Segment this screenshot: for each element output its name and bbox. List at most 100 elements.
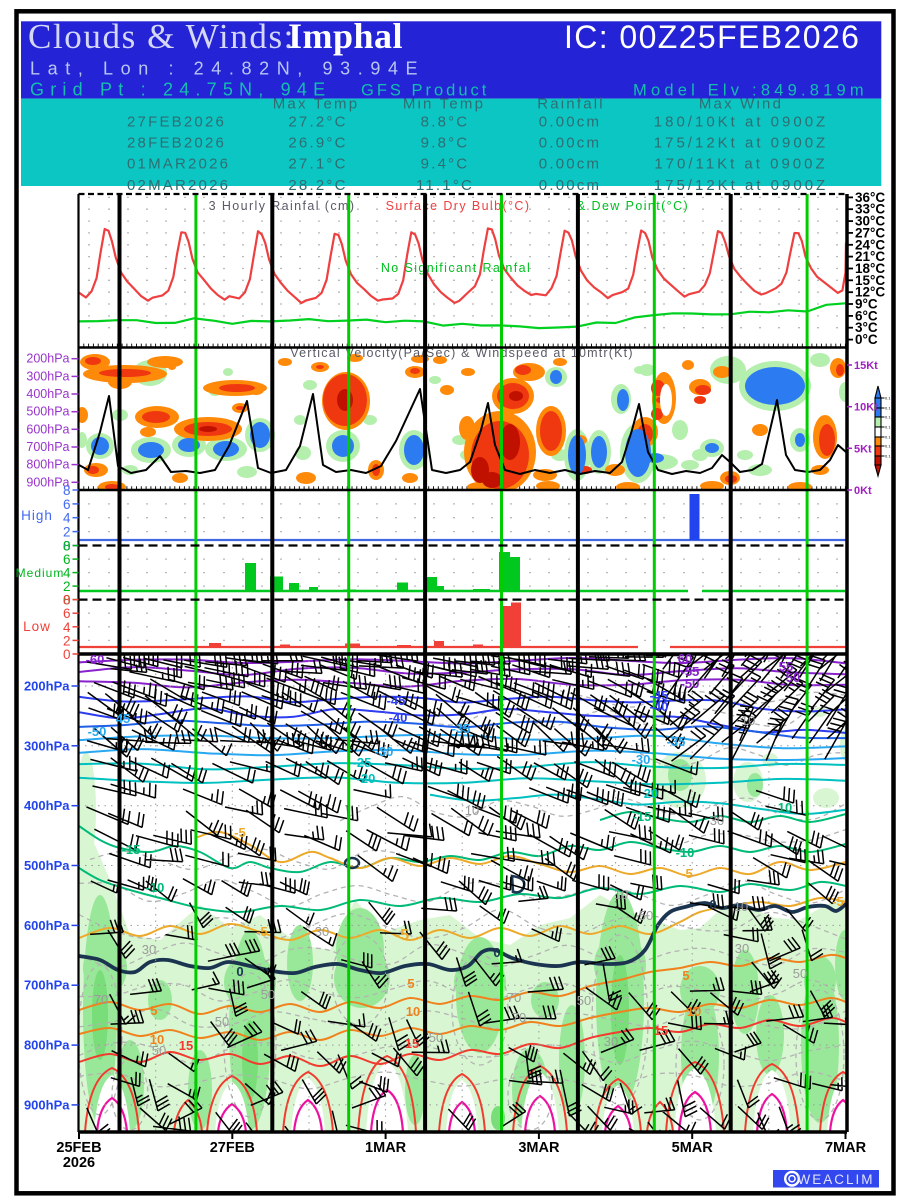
svg-text:-25: -25 [353,755,372,770]
svg-text:24°C: 24°C [855,237,885,252]
svg-text:-20: -20 [357,771,376,786]
svg-text:1MAR: 1MAR [365,1140,407,1156]
svg-text:Imphal: Imphal [288,16,403,56]
svg-text:0.1: 0.1 [885,454,891,459]
svg-text:15: 15 [405,1036,419,1051]
svg-text:175/12Kt at 0900Z: 175/12Kt at 0900Z [654,177,828,194]
svg-text:6: 6 [63,552,71,567]
svg-text:0.00cm: 0.00cm [539,156,601,173]
svg-text:-15: -15 [633,809,652,824]
svg-text:60: 60 [678,651,692,666]
svg-text:-5: -5 [234,825,246,840]
svg-text:-35: -35 [667,734,686,749]
svg-text:50: 50 [639,908,653,923]
svg-text:2: 2 [63,525,71,540]
svg-text:5MAR: 5MAR [672,1140,714,1156]
svg-text:-10: -10 [146,880,165,895]
svg-text:0: 0 [709,897,716,912]
svg-text:12°C: 12°C [855,285,885,300]
svg-text:10: 10 [687,1004,701,1019]
svg-text:6°C: 6°C [855,308,878,323]
svg-text:800hPa: 800hPa [24,1038,70,1053]
svg-text:-10: -10 [676,845,695,860]
svg-text:01MAR2026: 01MAR2026 [127,156,230,173]
svg-text:Vertical Velocity(Pa/Sec) & Wi: Vertical Velocity(Pa/Sec) & Windspeed at… [290,346,633,360]
svg-text:0°C: 0°C [855,332,878,347]
svg-text:8.8°C: 8.8°C [421,114,470,131]
svg-text:5: 5 [407,976,414,991]
svg-text:180/10Kt at 0900Z: 180/10Kt at 0900Z [654,114,828,131]
svg-text:500hPa: 500hPa [24,858,70,873]
svg-text:5Kt: 5Kt [854,443,872,455]
svg-text:-30: -30 [632,752,651,767]
svg-text:3°C: 3°C [855,320,878,335]
svg-text:2: 2 [63,579,71,594]
svg-text:0Kt: 0Kt [854,485,872,497]
svg-text:33°C: 33°C [855,202,885,217]
svg-text:500hPa: 500hPa [26,405,69,419]
svg-text:-5: -5 [681,866,693,881]
svg-text:2026: 2026 [63,1155,95,1171]
svg-text:-5: -5 [256,924,268,939]
svg-text:10: 10 [778,800,792,815]
svg-text:0: 0 [63,539,71,554]
svg-text:27FEB2026: 27FEB2026 [127,114,226,131]
svg-text:50: 50 [793,966,807,981]
svg-text:400hPa: 400hPa [24,798,70,813]
svg-text:0.1: 0.1 [885,396,891,401]
svg-text:-55: -55 [681,664,700,679]
svg-text:10: 10 [406,1004,420,1019]
svg-text:600hPa: 600hPa [24,918,70,933]
svg-text:-5: -5 [395,927,409,944]
svg-text:170/11Kt at 0900Z: 170/11Kt at 0900Z [654,156,827,173]
svg-text:02MAR2026: 02MAR2026 [127,177,230,194]
svg-text:10: 10 [614,887,628,902]
svg-text:8: 8 [63,483,71,498]
svg-text:15: 15 [654,1023,668,1038]
svg-text:200hPa: 200hPa [24,679,70,694]
svg-text:4: 4 [63,566,71,581]
svg-text:36°C: 36°C [855,190,885,205]
svg-text:27FEB: 27FEB [210,1140,255,1156]
svg-text:-50: -50 [88,724,107,739]
svg-text:6: 6 [63,497,71,512]
svg-text:High: High [21,508,53,523]
svg-text:0.1: 0.1 [885,444,891,449]
svg-text:Surface Dry Bulb(°C): Surface Dry Bulb(°C) [386,199,531,213]
svg-text:7MAR: 7MAR [825,1140,867,1156]
svg-text:9.8°C: 9.8°C [421,135,470,152]
svg-text:0.00cm: 0.00cm [539,177,601,194]
svg-text:0.00cm: 0.00cm [539,114,601,131]
svg-text:No Significant Rainfal: No Significant Rainfal [381,261,531,275]
svg-text:8: 8 [63,539,71,554]
svg-text:20: 20 [644,786,658,801]
svg-text:-40: -40 [650,699,669,714]
svg-text:0: 0 [236,964,243,979]
svg-text:-45: -45 [387,693,406,708]
svg-text:700hPa: 700hPa [24,978,70,993]
svg-text:50: 50 [215,1014,229,1029]
svg-text:27.2°C: 27.2°C [288,114,347,131]
svg-text:70: 70 [94,992,108,1007]
svg-text:50: 50 [429,1030,443,1045]
svg-text:26.9°C: 26.9°C [288,135,347,152]
svg-text:45: 45 [116,711,130,726]
svg-text:0: 0 [63,593,71,608]
svg-text:5: 5 [150,1003,157,1018]
svg-text:GFS Product: GFS Product [361,82,489,100]
svg-text:Min Temp: Min Temp [403,96,485,113]
svg-text:0.1: 0.1 [885,425,891,430]
svg-text:4: 4 [63,620,71,635]
svg-text:55: 55 [779,659,793,674]
svg-text:30: 30 [315,924,329,939]
svg-text:0.1: 0.1 [885,406,891,411]
svg-text:0: 0 [493,945,500,960]
svg-text:9.4°C: 9.4°C [421,156,470,173]
svg-text:30: 30 [142,942,156,957]
svg-text:300hPa: 300hPa [24,738,70,753]
svg-text:10: 10 [465,803,479,818]
svg-text:-5: -5 [832,894,844,909]
svg-text:0: 0 [63,647,71,662]
svg-text:700hPa: 700hPa [26,440,69,454]
svg-text:900hPa: 900hPa [24,1097,70,1112]
